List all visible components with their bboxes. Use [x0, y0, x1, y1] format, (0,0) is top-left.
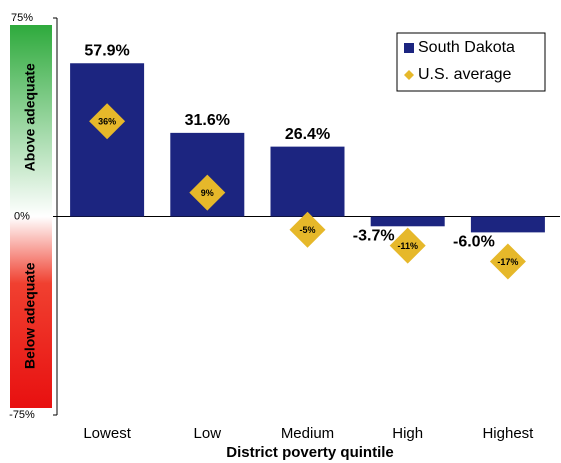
- bar: [70, 63, 145, 217]
- marker-value-label: -17%: [497, 257, 518, 267]
- bar-value-label: -6.0%: [453, 234, 495, 251]
- diamond-marker: [389, 227, 426, 264]
- bar: [270, 146, 345, 217]
- legend-box: [396, 32, 546, 92]
- bar: [370, 216, 445, 227]
- y-tick-label: 0%: [14, 210, 30, 222]
- diamond-marker: [289, 211, 326, 248]
- bar-value-label: 26.4%: [285, 126, 330, 143]
- bar-value-label: -3.7%: [353, 228, 395, 245]
- x-tick-label: Medium: [281, 425, 334, 442]
- marker-value-label: -5%: [299, 225, 315, 235]
- x-axis-label: District poverty quintile: [226, 444, 394, 461]
- y-tick-label: -75%: [9, 409, 35, 421]
- x-tick-label: Low: [194, 425, 222, 442]
- below-label: Below adequate: [22, 262, 38, 369]
- above-band: [10, 25, 52, 217]
- x-tick-label: High: [392, 425, 423, 442]
- x-tick-label: Highest: [482, 425, 534, 442]
- diamond-marker: [89, 103, 126, 140]
- legend-label: South Dakota: [418, 39, 515, 56]
- diamond-marker: [189, 174, 226, 211]
- x-tick-label: Lowest: [83, 425, 131, 442]
- marker-value-label: 9%: [201, 188, 214, 198]
- diamond-marker: [489, 243, 526, 280]
- below-band: [10, 216, 52, 408]
- marker-value-label: 36%: [98, 117, 116, 127]
- marker-value-label: -11%: [397, 241, 418, 251]
- legend-swatch: [404, 70, 414, 80]
- bar-value-label: 57.9%: [84, 42, 129, 59]
- legend-label: U.S. average: [418, 66, 511, 83]
- above-label: Above adequate: [22, 63, 38, 171]
- bar: [470, 216, 545, 233]
- bar-value-label: 31.6%: [185, 112, 230, 129]
- legend-swatch: [404, 43, 414, 53]
- y-tick-label: 75%: [11, 12, 33, 24]
